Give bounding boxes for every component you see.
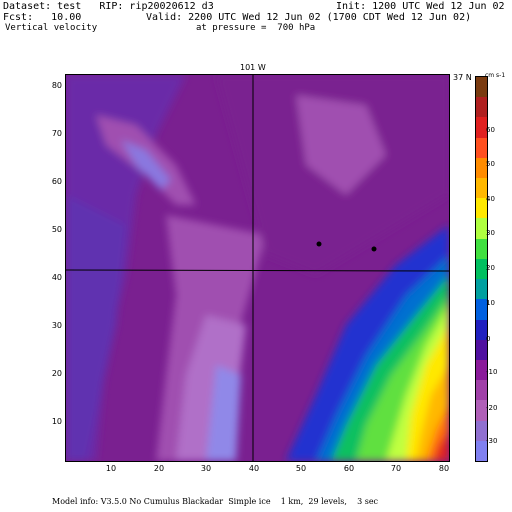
colorbar-segment bbox=[476, 77, 487, 98]
x-tick: 60 bbox=[343, 464, 355, 473]
colorbar-segment bbox=[476, 218, 487, 240]
colorbar-segment bbox=[476, 440, 487, 462]
forecast-hour: Fcst: 10.00 bbox=[3, 12, 82, 23]
colorbar-segment bbox=[476, 258, 487, 280]
parallel-label: 37 N bbox=[453, 73, 472, 82]
valid-time: Valid: 2200 UTC Wed 12 Jun 02 (1700 CDT … bbox=[146, 12, 472, 23]
colorbar-label: -20 bbox=[486, 404, 498, 412]
colorbar-segment bbox=[476, 97, 487, 118]
y-tick: 40 bbox=[51, 273, 62, 282]
colorbar-label: -10 bbox=[486, 368, 498, 376]
y-tick: 50 bbox=[51, 225, 62, 234]
colorbar-label: 60 bbox=[486, 126, 495, 134]
colorbar-label: 20 bbox=[486, 264, 495, 272]
y-tick: 60 bbox=[51, 177, 62, 186]
colorbar-label: 30 bbox=[486, 229, 495, 237]
colorbar-segment bbox=[476, 198, 487, 219]
y-tick: 70 bbox=[51, 129, 62, 138]
y-tick: 20 bbox=[51, 369, 62, 378]
dataset-label: Dataset: test RIP: rip20020612 d3 bbox=[3, 1, 214, 12]
colorbar-segment bbox=[476, 178, 487, 199]
colorbar-label: 40 bbox=[486, 195, 495, 203]
x-tick: 40 bbox=[248, 464, 260, 473]
velocity-field-svg bbox=[66, 75, 449, 461]
y-tick: 80 bbox=[51, 81, 62, 90]
colorbar-segment bbox=[476, 380, 487, 401]
meridian-label: 101 W bbox=[240, 63, 266, 72]
colorbar-label: 50 bbox=[486, 160, 495, 168]
colorbar-label: -30 bbox=[486, 437, 498, 445]
x-tick: 20 bbox=[153, 464, 165, 473]
colorbar-segment bbox=[476, 117, 487, 139]
colorbar-segment bbox=[476, 157, 487, 179]
x-tick: 70 bbox=[390, 464, 402, 473]
station-marker bbox=[371, 246, 377, 252]
x-tick: 10 bbox=[105, 464, 117, 473]
colorbar-label: 0 bbox=[486, 335, 491, 343]
model-info: Model info: V3.5.0 No Cumulus Blackadar … bbox=[52, 497, 379, 506]
colorbar-segment bbox=[476, 339, 487, 361]
colorbar-segment bbox=[476, 279, 487, 300]
colorbar-segment bbox=[476, 299, 487, 321]
x-tick: 80 bbox=[438, 464, 450, 473]
colorbar-segment bbox=[476, 420, 487, 442]
colorbar-label: 10 bbox=[486, 299, 495, 307]
colorbar bbox=[475, 76, 488, 462]
colorbar-segment bbox=[476, 319, 487, 341]
vertical-velocity-map bbox=[65, 74, 450, 462]
init-time: Init: 1200 UTC Wed 12 Jun 02 bbox=[336, 1, 505, 12]
colorbar-segment bbox=[476, 238, 487, 260]
y-tick: 10 bbox=[51, 417, 62, 426]
x-tick: 50 bbox=[295, 464, 307, 473]
colorbar-segment bbox=[476, 359, 487, 381]
colorbar-units: cm s-1 bbox=[485, 72, 506, 79]
x-tick: 30 bbox=[200, 464, 212, 473]
pressure-level: at pressure = 700 hPa bbox=[196, 23, 316, 33]
colorbar-segment bbox=[476, 400, 487, 422]
field-name: Vertical velocity bbox=[5, 23, 98, 33]
colorbar-segment bbox=[476, 137, 487, 159]
y-tick: 30 bbox=[51, 321, 62, 330]
station-marker bbox=[316, 241, 322, 247]
